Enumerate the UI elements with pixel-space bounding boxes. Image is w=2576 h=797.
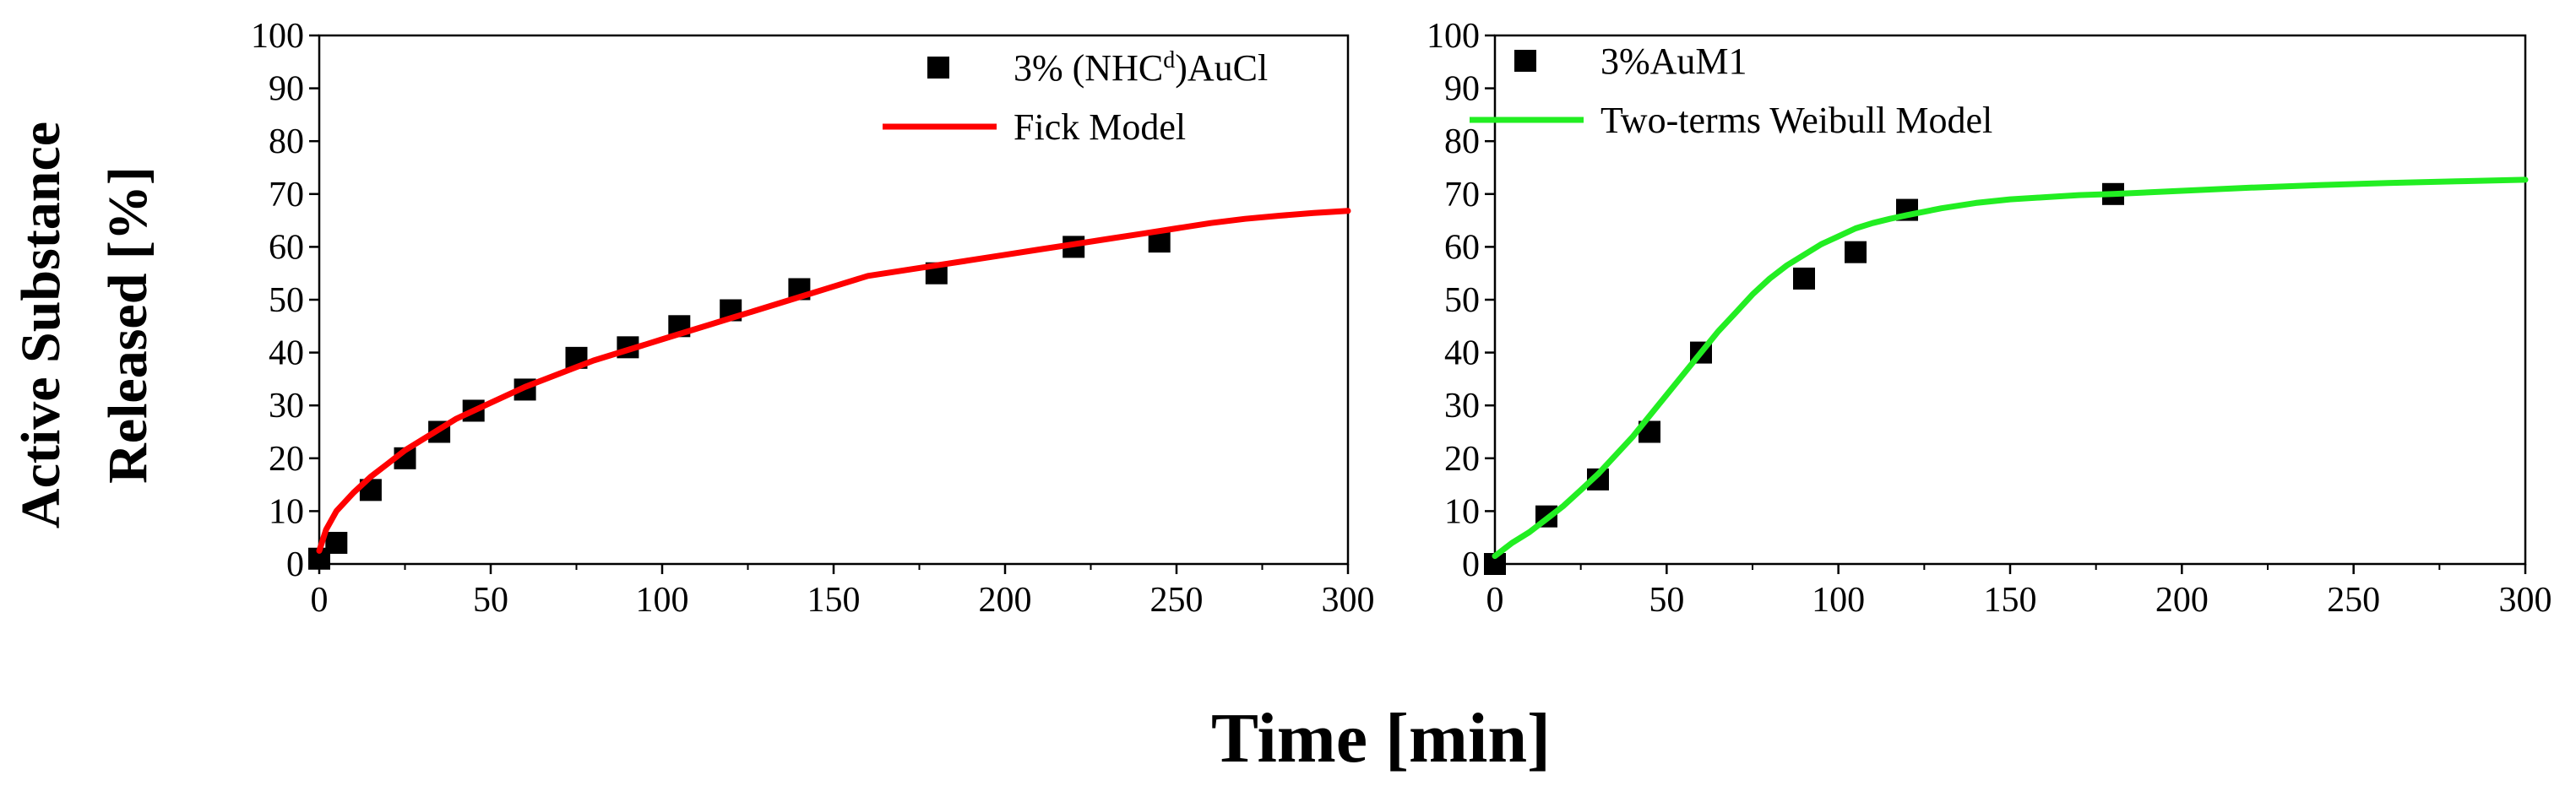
y-tick-label: 80 (269, 122, 304, 161)
y-tick-label: 100 (251, 17, 304, 56)
legend-marker-swatch (1514, 50, 1536, 72)
y-tick-label: 30 (269, 387, 304, 426)
y-tick-label: 20 (269, 440, 304, 479)
legend-label: 3% (NHCd)AuCl (1014, 47, 1268, 89)
y-tick-label: 10 (1444, 492, 1480, 531)
y-tick-label: 60 (1444, 228, 1480, 267)
x-tick-label: 100 (1812, 581, 1865, 620)
y-tick-label: 90 (269, 70, 304, 109)
x-tick-label: 0 (311, 581, 329, 620)
legend-marker-swatch (927, 57, 949, 79)
y-tick-label: 60 (269, 228, 304, 267)
fit-line-1 (1492, 176, 2529, 560)
y-tick-label: 40 (1444, 334, 1480, 373)
data-point (325, 531, 348, 554)
legend: 3% (NHCd)AuCl Fick Model (883, 47, 1268, 148)
x-tick-label: 300 (2499, 581, 2552, 620)
legend-label: Fick Model (1014, 106, 1186, 148)
x-tick-label: 300 (1322, 581, 1375, 620)
y-tick-label: 50 (269, 281, 304, 320)
plot-frame (318, 34, 1350, 566)
legend-label: Two-terms Weibull Model (1600, 100, 1992, 141)
y-tick-label: 70 (1444, 176, 1480, 214)
x-tick-label: 0 (1486, 581, 1504, 620)
legend-label-superscript: d (1163, 47, 1175, 73)
x-tick-label: 50 (1649, 581, 1684, 620)
y-tick-label: 0 (286, 545, 304, 584)
legend-label-suffix: )AuCl (1175, 47, 1268, 89)
fit-line-1 (316, 208, 1351, 554)
x-axis-title: Time [min] (1211, 699, 1551, 778)
x-tick-label: 100 (636, 581, 689, 620)
legend: 3%AuM1 Two-terms Weibull Model (1470, 41, 1992, 141)
y-tick-label: 0 (1462, 545, 1480, 584)
y-axis-title-line2: Released [%] (97, 166, 159, 484)
x-tick-label: 250 (1150, 581, 1204, 620)
y-tick-label: 10 (269, 492, 304, 531)
x-tick-label: 250 (2327, 581, 2380, 620)
y-tick-label: 30 (1444, 387, 1480, 426)
data-point (1793, 267, 1815, 290)
x-tick-label: 150 (807, 581, 861, 620)
y-tick-label: 70 (269, 176, 304, 214)
y-tick-label: 100 (1427, 17, 1480, 56)
y-tick-label: 20 (1444, 440, 1480, 479)
x-tick-label: 200 (2155, 581, 2209, 620)
x-tick-label: 50 (473, 581, 508, 620)
y-tick-label: 80 (1444, 122, 1480, 161)
chart-panel-right: 0 50 100 150 200 250 300 0 10 20 30 40 50 60 70 80 90 100… (1427, 17, 2552, 620)
y-tick-label: 50 (1444, 281, 1480, 320)
y-tick-label: 90 (1444, 70, 1480, 109)
x-tick-label: 150 (1984, 581, 2037, 620)
y-tick-label: 40 (269, 334, 304, 373)
legend-label: 3%AuM1 (1600, 41, 1747, 82)
x-tick-label: 200 (979, 581, 1032, 620)
y-axis-title-line1: Active Substance (10, 122, 72, 529)
data-point (1845, 241, 1867, 263)
chart-panel-left: 0 50 100 150 200 250 300 0 10 20 30 40 50 60 70 80 90 100… (251, 17, 1375, 620)
